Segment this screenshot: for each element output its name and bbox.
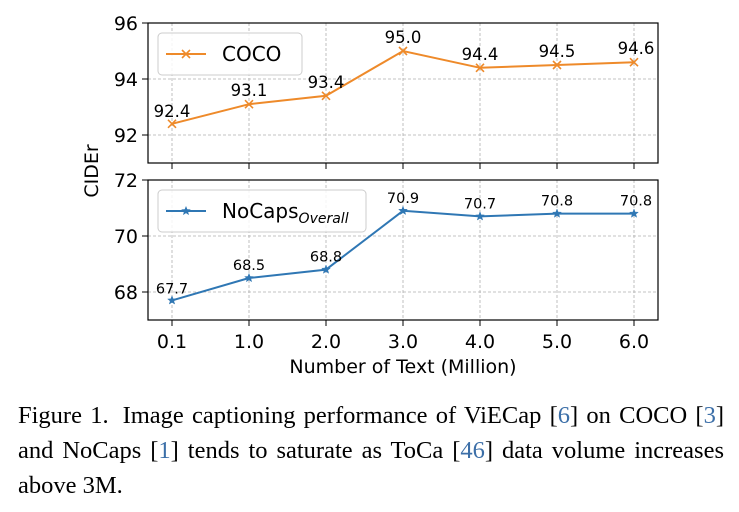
data-point-stroke: [321, 91, 331, 101]
caption-text-1: Image captioning performance of ViECap [: [122, 402, 558, 429]
caption-ref-2[interactable]: 3: [703, 402, 716, 429]
data-label: 95.0: [385, 28, 422, 47]
legend: NoCapsOverall: [157, 189, 367, 233]
data-point: [167, 295, 177, 305]
data-point: [552, 208, 562, 218]
data-label: 93.4: [308, 73, 345, 92]
y-tick-label: 72: [114, 170, 138, 192]
data-point: [398, 46, 408, 56]
data-point: [244, 272, 254, 283]
data-label: 68.8: [310, 250, 342, 266]
data-point: [475, 63, 485, 73]
data-point-stroke: [244, 99, 254, 109]
legend-marker: [181, 49, 191, 59]
x-tick-label: 1.0: [234, 331, 264, 353]
caption-text-2: ] on COCO [: [570, 402, 704, 429]
data-point-stroke: [552, 60, 562, 70]
data-label: 94.5: [539, 42, 576, 61]
caption-label: Figure 1.: [18, 402, 109, 429]
data-label: 93.1: [231, 81, 268, 100]
y-tick-label: 68: [114, 282, 138, 304]
data-label: 70.8: [541, 194, 573, 210]
y-axis-label: CIDEr: [81, 144, 103, 198]
figure-caption: Figure 1. Image captioning performance of…: [18, 398, 724, 503]
caption-ref-1[interactable]: 6: [557, 402, 570, 429]
data-label: 94.4: [462, 45, 499, 64]
x-tick-label: 2.0: [311, 331, 341, 353]
caption-text-5: ] data volume increases above 3M.: [18, 437, 724, 499]
y-tick-label: 92: [114, 125, 138, 147]
data-label: 68.5: [233, 258, 265, 274]
data-point: [244, 99, 254, 109]
y-tick-label: 96: [114, 13, 138, 35]
chart: 92 94 96 92.4 93.1 93.4 95.0 94.4 94.5 94.6 COCO 6…: [81, 13, 659, 378]
legend-label: NoCapsOverall: [222, 199, 349, 227]
data-point-stroke: [475, 63, 485, 73]
data-point: [475, 211, 485, 221]
data-label: 67.7: [156, 281, 188, 297]
legend-box: [157, 32, 303, 76]
x-axis-label: Number of Text (Million): [289, 356, 516, 378]
data-point: [552, 60, 562, 70]
data-point: [321, 91, 331, 101]
coco-panel: 92 94 96 92.4 93.1 93.4 95.0 94.4 94.5 94.6 COCO: [114, 13, 659, 169]
data-point: [167, 119, 177, 129]
legend-label: COCO: [222, 42, 281, 66]
data-point-stroke: [398, 46, 408, 56]
x-tick-label: 6.0: [619, 331, 649, 353]
data-point-stroke: [629, 57, 639, 67]
data-label: 70.8: [620, 194, 652, 210]
data-point: [629, 208, 639, 218]
data-point: [398, 205, 408, 216]
nocaps-panel: 68 70 72 0.1 1.0 2.0 3.0 4.0 5.0 6.0 67.7 68.5 68.8 7…: [114, 170, 659, 353]
y-tick-label: 70: [114, 226, 138, 248]
caption-text-4: ] tends to saturate as ToCa [: [170, 437, 461, 464]
data-point-stroke: [167, 119, 177, 129]
legend-marker: [181, 205, 191, 216]
legend-box: [157, 189, 367, 233]
x-tick-label: 3.0: [388, 331, 418, 353]
data-label: 70.9: [387, 191, 419, 207]
caption-ref-4[interactable]: 46: [460, 437, 485, 464]
data-label: 94.6: [618, 39, 655, 58]
data-point: [629, 57, 639, 67]
legend: COCO: [157, 32, 303, 76]
x-tick-label: 5.0: [542, 331, 572, 353]
x-tick-label: 0.1: [157, 331, 187, 353]
data-label: 70.7: [464, 196, 496, 212]
x-tick-label: 4.0: [465, 331, 495, 353]
data-point: [321, 264, 331, 274]
caption-text-3: ] and NoCaps [: [18, 402, 725, 464]
caption-ref-3[interactable]: 1: [158, 437, 171, 464]
y-tick-label: 94: [114, 69, 138, 91]
data-label: 92.4: [154, 102, 191, 121]
